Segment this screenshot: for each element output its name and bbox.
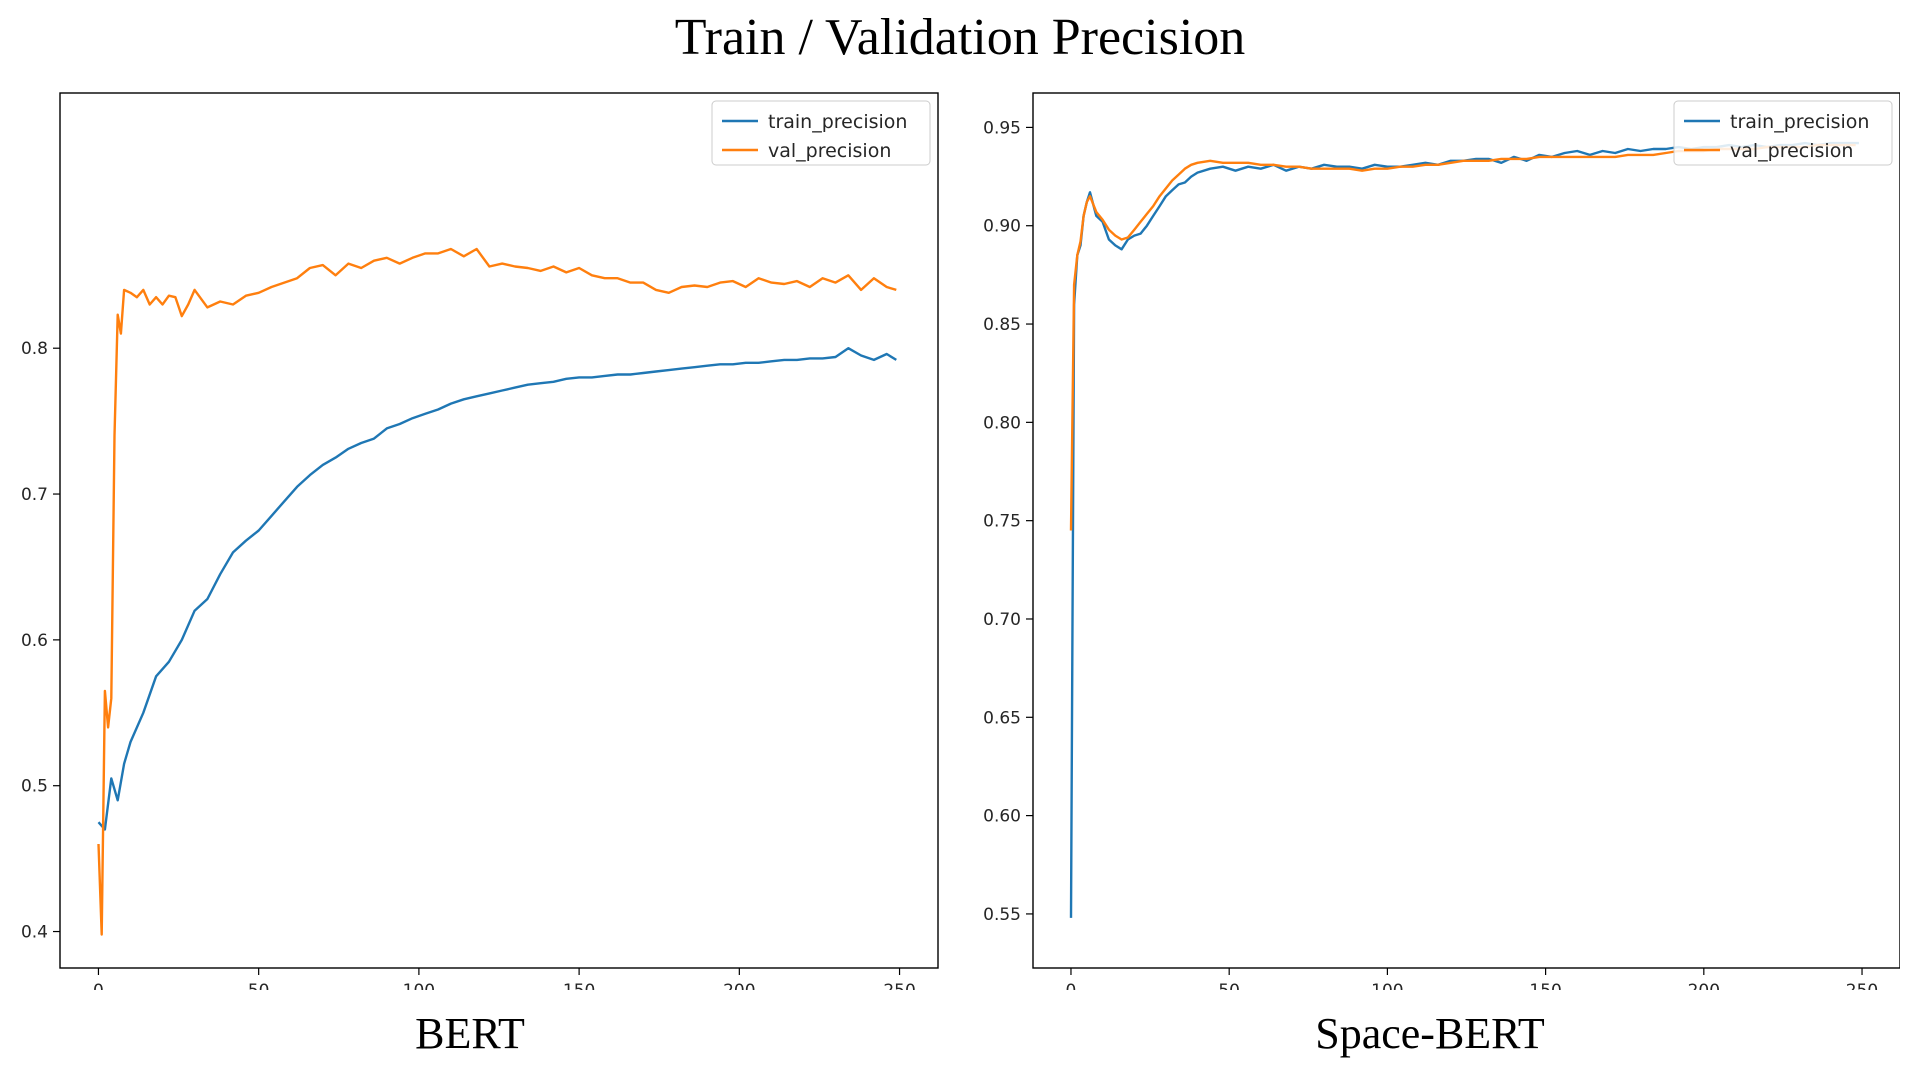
space-bert-legend (1673, 100, 1893, 166)
bert-y-tick-label: 0.5 (21, 777, 48, 797)
space-bert-x-tick-label: 100 (1371, 981, 1403, 990)
space-bert-y-tick-label: 0.85 (983, 315, 1021, 335)
chart-bert: 0 50 100 150 200 250 0.4 0.5 0.6 0.7 0.8 train_prec… (0, 90, 940, 1080)
space-bert-y-tick-label: 0.90 (983, 217, 1021, 237)
bert-x-tick-label: 100 (403, 981, 435, 990)
bert-plot-frame (59, 92, 939, 969)
space-bert-y-tick-label: 0.80 (983, 413, 1021, 433)
bert-y-tick-label: 0.6 (21, 631, 48, 651)
bert-series-group (97, 247, 897, 936)
space-bert-y-tick-label: 0.65 (983, 708, 1021, 728)
space-bert-y-tick-label: 0.70 (983, 610, 1021, 630)
bert-x-tick-label: 0 (93, 981, 104, 990)
bert-val-precision-line (97, 247, 897, 936)
space-bert-x-tick-label: 0 (1066, 981, 1077, 990)
chart-space-bert: 0 50 100 150 200 250 0.55 0.60 0.65 0.70 0.75 0.80 0… (960, 90, 1900, 1080)
bert-legend (711, 100, 931, 166)
chart-bert-plot: 0 50 100 150 200 250 0.4 0.5 0.6 0.7 0.8 train_prec… (21, 92, 939, 990)
bert-legend-label: val_precision (768, 140, 891, 162)
space-bert-legend-label: val_precision (1730, 140, 1853, 162)
bert-x-tick-label: 150 (563, 981, 595, 990)
figure-title: Train / Validation Precision (674, 9, 1246, 66)
bert-legend-label: train_precision (768, 111, 907, 133)
bert-y-tick-label: 0.8 (21, 339, 48, 359)
bert-x-tick-label: 200 (723, 981, 755, 990)
bert-y-tick-label: 0.7 (21, 485, 48, 505)
space-bert-val-precision-line (1069, 143, 1856, 531)
chart-space-bert-plot: 0 50 100 150 200 250 0.55 0.60 0.65 0.70 0.75 0.80 0… (983, 92, 1900, 990)
space-bert-y-tick-label: 0.95 (983, 118, 1021, 138)
chart-space-bert-caption: Space-BERT (1315, 1009, 1545, 1058)
space-bert-legend-label: train_precision (1730, 111, 1869, 133)
space-bert-x-tick-label: 200 (1688, 981, 1720, 990)
space-bert-x-tick-label: 250 (1846, 981, 1878, 990)
space-bert-y-tick-label: 0.55 (983, 905, 1021, 925)
space-bert-train-precision-line (1069, 141, 1859, 918)
space-bert-series-group (1069, 141, 1859, 918)
chart-bert-caption: BERT (415, 1009, 525, 1058)
bert-x-tick-label: 50 (248, 981, 270, 990)
space-bert-y-tick-label: 0.75 (983, 512, 1021, 532)
bert-x-tick-label: 250 (883, 981, 915, 990)
space-bert-y-tick-label: 0.60 (983, 807, 1021, 827)
bert-y-tick-label: 0.4 (21, 923, 48, 943)
bert-train-precision-line (97, 347, 897, 831)
space-bert-x-tick-label: 150 (1529, 981, 1561, 990)
space-bert-x-tick-label: 50 (1218, 981, 1240, 990)
space-bert-plot-frame (1032, 92, 1900, 969)
